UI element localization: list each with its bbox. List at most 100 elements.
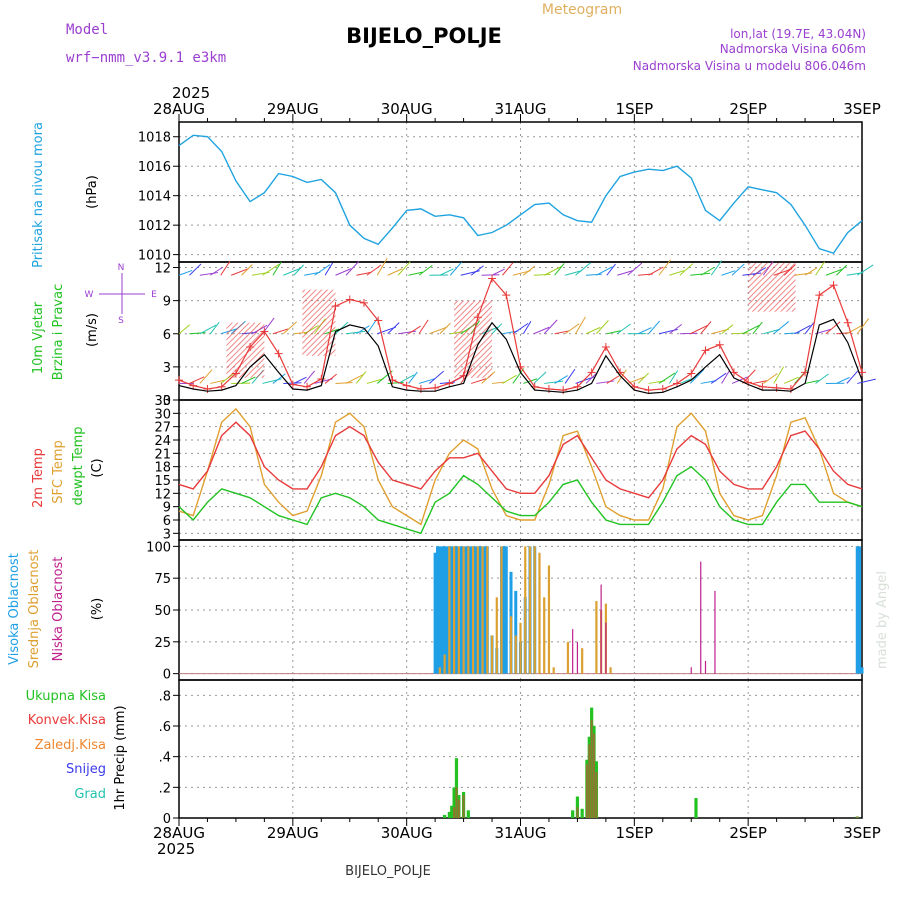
wind-arrow: [773, 321, 790, 335]
wind-arrow: [846, 325, 862, 335]
wind-arrow: [262, 263, 280, 276]
wind-arrow: [763, 373, 778, 384]
wind-arrow: [794, 325, 811, 335]
wind-arrow: [836, 376, 850, 384]
wind-gust-marker: [317, 375, 326, 384]
wind-arrow: [585, 326, 601, 335]
wind-unit: (m/s): [85, 313, 100, 347]
cloud-bar: [714, 590, 716, 674]
precip-bar: [588, 744, 591, 818]
wind-arrow: [387, 268, 403, 276]
wind-gust-marker: [274, 349, 283, 358]
wind-arrow: [836, 264, 848, 276]
wind-hatch: [226, 322, 265, 378]
wind-gust-marker: [587, 368, 596, 377]
wind-arrow: [376, 257, 388, 276]
wind-arrow: [669, 324, 682, 335]
wind-arrow: [429, 370, 444, 384]
y-tick-label: 1014: [138, 190, 171, 205]
cloud-bar: [547, 565, 551, 674]
wind-arrow: [575, 262, 591, 276]
cloud-bar: [457, 546, 460, 674]
wind-gust-marker: [288, 380, 297, 389]
y-tick-label: 1016: [138, 160, 171, 175]
wind-arrow: [732, 332, 749, 335]
wind-arrow: [366, 378, 384, 384]
wind-arrow: [585, 372, 598, 384]
y-tick-label: 9: [163, 501, 171, 516]
cloud-bar: [572, 629, 574, 674]
precip-bar: [585, 764, 588, 818]
tempsfc-label: SFC Temp: [51, 440, 66, 504]
wind-arrow: [637, 372, 649, 384]
wind-arrow: [387, 381, 404, 384]
y-tick-label: .8: [159, 689, 171, 704]
time-label-top: 30AUG: [381, 100, 433, 118]
wind-arrow: [857, 378, 876, 384]
cloud-bar: [483, 546, 487, 674]
svg-text:S: S: [118, 316, 124, 326]
cloud-bar: [462, 546, 465, 674]
cloud-bar: [443, 546, 447, 674]
y-tick-label: 33: [154, 394, 171, 409]
precip-bar: [466, 810, 470, 818]
wind-arrow: [658, 372, 676, 384]
wind-arrow: [470, 265, 484, 276]
y-tick-label: 12: [154, 262, 171, 277]
wind-arrow: [596, 266, 613, 276]
cloud-bar: [438, 667, 441, 674]
wind-arrow: [210, 379, 225, 384]
wind-gust-marker: [246, 343, 255, 352]
wind-arrow: [209, 321, 220, 335]
wind-arrow: [533, 371, 547, 384]
time-label-top: 2SEP: [729, 100, 767, 118]
wind-arrow: [199, 324, 217, 335]
wind-arrow: [804, 322, 815, 335]
cloud-bar: [528, 546, 532, 674]
precip-bar: [856, 816, 859, 818]
y-tick-label: 0: [163, 812, 171, 827]
wind-arrow: [523, 265, 536, 276]
time-label-bottom: 28AUG: [153, 824, 205, 842]
y-tick-label: 1010: [138, 249, 171, 264]
wind-arrow: [387, 322, 400, 335]
y-tick-label: 0: [163, 394, 171, 409]
wind-arrow: [554, 375, 568, 384]
cloud-bar: [514, 635, 517, 674]
wind-arrow: [585, 273, 602, 276]
legend-conv: Konvek.Kisa: [28, 713, 106, 728]
product-label: Meteogram: [542, 2, 622, 18]
cloud-bar: [445, 546, 449, 674]
wind-arrow: [418, 264, 433, 276]
wind-arrow: [742, 369, 756, 384]
y-tick-label: 30: [154, 407, 171, 422]
wind-arrow: [335, 321, 349, 335]
wind-arrow: [690, 324, 709, 335]
wind-gust-marker: [331, 302, 340, 311]
wind-arrow: [815, 328, 832, 335]
wind-hatch: [454, 300, 493, 378]
wind-arrow: [710, 260, 723, 276]
cloud-bar: [433, 552, 437, 674]
wind-gust-marker: [644, 386, 653, 395]
precip-bar: [453, 807, 456, 818]
wind-arrow: [356, 325, 370, 335]
wind-arrow: [272, 261, 282, 276]
cloud-bar: [704, 660, 707, 674]
wind-gust-marker: [687, 369, 696, 378]
wind-arrow: [658, 259, 671, 276]
legend-graupel: Grad: [74, 787, 106, 802]
wind-arrow: [230, 267, 250, 276]
bottom-year-label: 2025: [157, 840, 195, 858]
cloud-bar: [690, 667, 692, 674]
svg-text:W: W: [85, 290, 94, 300]
wind-arrow: [752, 321, 763, 335]
dewpt-label: dewpt Temp: [71, 426, 86, 505]
wind-arrow: [543, 266, 562, 276]
wind-gust-marker: [758, 382, 767, 391]
wind-arrow: [564, 323, 580, 335]
y-tick-label: 6: [163, 328, 171, 343]
cloud-bar: [454, 546, 458, 674]
wind-arrow: [241, 264, 253, 276]
wind-gust-marker: [303, 382, 312, 391]
